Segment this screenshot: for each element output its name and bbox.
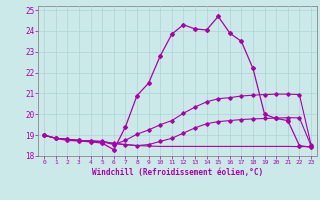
X-axis label: Windchill (Refroidissement éolien,°C): Windchill (Refroidissement éolien,°C) bbox=[92, 168, 263, 177]
